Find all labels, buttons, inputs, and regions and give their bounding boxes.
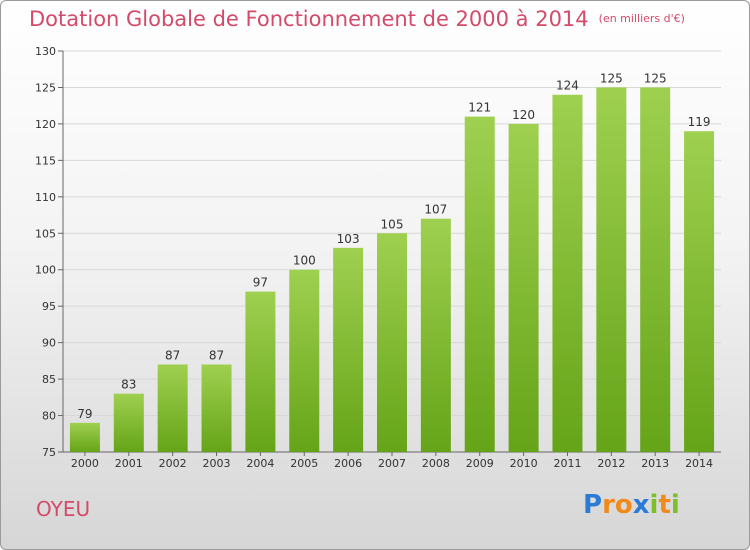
x-tick-label: 2012 (597, 457, 625, 470)
y-tick-label: 75 (42, 446, 56, 459)
bar-value-label: 79 (77, 407, 92, 421)
bar-2006 (333, 247, 364, 452)
bar-value-label: 121 (468, 101, 491, 115)
logo-letter: t (658, 490, 671, 520)
x-tick-label: 2001 (115, 457, 143, 470)
x-tick-label: 2003 (203, 457, 231, 470)
bar-2002 (157, 364, 188, 452)
x-tick-label: 2005 (290, 457, 318, 470)
bar-value-label: 125 (644, 71, 667, 85)
bar-value-label: 107 (424, 203, 447, 217)
y-tick-label: 130 (35, 45, 56, 58)
y-tick-label: 85 (42, 373, 56, 386)
x-tick-label: 2000 (71, 457, 99, 470)
y-tick-label: 80 (42, 410, 56, 423)
bar-2013 (640, 87, 671, 453)
bars (69, 87, 715, 453)
y-tick-label: 95 (42, 300, 56, 313)
bar-2003 (201, 364, 232, 452)
bar-2010 (508, 123, 539, 452)
y-tick-label: 110 (35, 191, 56, 204)
y-tick-label: 115 (35, 154, 56, 167)
x-tick-labels: 2000 2001 2002 2003 2004 2005 2006 2007 2008 2009… (71, 457, 713, 470)
x-tick-label: 2002 (159, 457, 187, 470)
x-tick-label: 2014 (685, 457, 713, 470)
proxiti-logo: Proxiti (583, 490, 680, 520)
y-tick-labels: 75 80 85 90 95 100 105 110 115 120 125 130 (35, 45, 56, 459)
logo-letter: x (632, 490, 650, 520)
logo-letter: i (670, 490, 680, 520)
bar-value-label: 125 (600, 71, 623, 85)
bar-value-label: 105 (381, 217, 404, 231)
bar-value-label: 124 (556, 79, 579, 93)
bar-value-label: 120 (512, 108, 535, 122)
y-tick-label: 120 (35, 118, 56, 131)
logo-letter: i (649, 490, 659, 520)
place-name: OYEU (36, 497, 91, 521)
chart-title-text: Dotation Globale de Fonctionnement de 20… (29, 7, 589, 31)
y-tick-label: 90 (42, 337, 56, 350)
y-tick-label: 125 (35, 81, 56, 94)
x-tick-label: 2011 (553, 457, 581, 470)
x-tick-label: 2008 (422, 457, 450, 470)
bar-2012 (596, 87, 627, 453)
bar-value-label: 119 (688, 115, 711, 129)
chart-title: Dotation Globale de Fonctionnement de 20… (29, 7, 685, 31)
logo-letter: P (583, 490, 603, 520)
y-tick-label: 100 (35, 264, 56, 277)
bar-2004 (245, 291, 276, 452)
x-tick-label: 2007 (378, 457, 406, 470)
bar-value-label: 83 (121, 378, 136, 392)
bar-value-label: 100 (293, 254, 316, 268)
bar-value-label: 103 (337, 232, 360, 246)
chart-unit: (en milliers d'€) (598, 12, 685, 25)
x-tick-label: 2004 (246, 457, 274, 470)
bar-2001 (113, 393, 144, 452)
bar-2008 (420, 218, 451, 452)
bar-2011 (552, 94, 583, 452)
y-tick-label: 105 (35, 227, 56, 240)
logo-letter: o (614, 490, 633, 520)
data-labels: 79 83 87 87 97 100 103 105 107 121 120 124 125 125 119 (77, 71, 710, 420)
x-tick-label: 2006 (334, 457, 362, 470)
bar-2014 (684, 131, 715, 452)
logo-letter: r (602, 490, 615, 520)
bar-2007 (377, 233, 407, 452)
bar-2005 (289, 269, 320, 452)
bar-value-label: 87 (165, 349, 180, 363)
bar-2000 (69, 422, 100, 452)
bar-value-label: 87 (209, 349, 224, 363)
bar-value-label: 97 (253, 276, 268, 290)
x-tick-label: 2010 (510, 457, 538, 470)
x-tick-label: 2009 (466, 457, 494, 470)
bar-2009 (464, 116, 495, 453)
x-tick-label: 2013 (641, 457, 669, 470)
